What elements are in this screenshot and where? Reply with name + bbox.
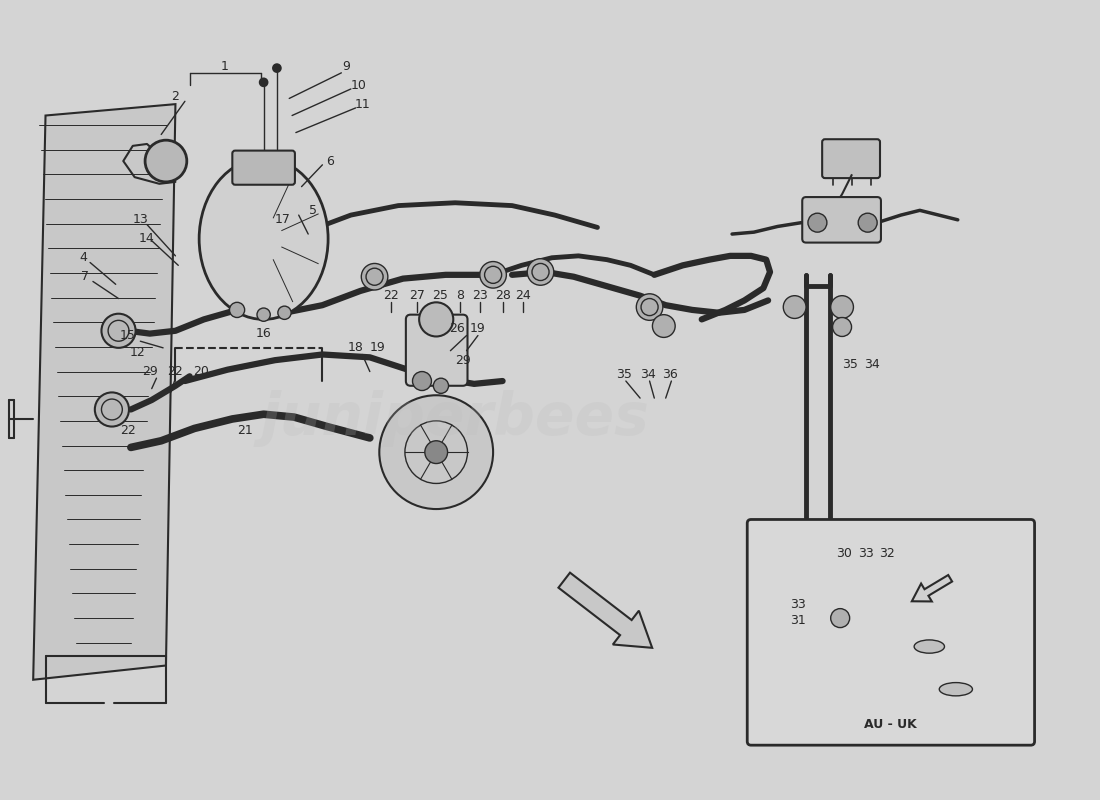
- FancyArrow shape: [559, 573, 652, 648]
- Circle shape: [636, 294, 663, 320]
- Circle shape: [361, 263, 388, 290]
- Text: 29: 29: [142, 365, 157, 378]
- Text: 36: 36: [662, 368, 679, 381]
- Text: 29: 29: [455, 354, 471, 366]
- Circle shape: [260, 78, 267, 86]
- Circle shape: [480, 262, 506, 288]
- FancyBboxPatch shape: [802, 197, 881, 242]
- Text: 28: 28: [495, 289, 510, 302]
- Text: 19: 19: [370, 342, 385, 354]
- Circle shape: [425, 441, 448, 463]
- Text: 8: 8: [455, 289, 464, 302]
- Text: 22: 22: [383, 289, 398, 302]
- FancyBboxPatch shape: [822, 139, 880, 178]
- Circle shape: [257, 308, 271, 322]
- Text: 21: 21: [236, 424, 253, 437]
- Text: 11: 11: [354, 98, 370, 110]
- Text: 16: 16: [255, 327, 272, 340]
- Text: 1: 1: [221, 60, 229, 73]
- Text: 2: 2: [172, 90, 179, 103]
- Circle shape: [433, 378, 449, 394]
- Text: 35: 35: [842, 358, 858, 371]
- Text: 32: 32: [879, 547, 894, 560]
- Text: 9: 9: [342, 60, 350, 73]
- Ellipse shape: [939, 682, 972, 696]
- Text: 33: 33: [791, 598, 806, 611]
- Ellipse shape: [914, 640, 945, 653]
- Text: 18: 18: [348, 342, 363, 354]
- Polygon shape: [33, 104, 175, 680]
- Text: 5: 5: [309, 204, 317, 217]
- Text: 20: 20: [194, 365, 209, 378]
- Circle shape: [278, 306, 292, 319]
- Text: 22: 22: [167, 365, 184, 378]
- Circle shape: [807, 213, 827, 232]
- Text: 15: 15: [120, 329, 136, 342]
- Text: 6: 6: [326, 154, 334, 167]
- Circle shape: [145, 140, 187, 182]
- Circle shape: [101, 314, 135, 348]
- Text: 26: 26: [449, 322, 465, 335]
- Text: 7: 7: [81, 270, 89, 283]
- Text: 34: 34: [640, 368, 656, 381]
- Circle shape: [830, 609, 849, 627]
- Text: 25: 25: [432, 289, 448, 302]
- FancyBboxPatch shape: [747, 519, 1035, 745]
- Text: 14: 14: [139, 232, 155, 246]
- Text: 31: 31: [791, 614, 806, 627]
- Circle shape: [833, 318, 851, 337]
- Text: juniperbees: juniperbees: [261, 390, 650, 447]
- Text: 12: 12: [130, 346, 145, 359]
- Circle shape: [527, 258, 553, 286]
- Text: 34: 34: [865, 358, 880, 371]
- Circle shape: [858, 213, 877, 232]
- Text: 17: 17: [275, 214, 290, 226]
- Text: 4: 4: [79, 251, 87, 264]
- Ellipse shape: [199, 158, 328, 319]
- Circle shape: [652, 314, 675, 338]
- Text: 19: 19: [470, 322, 486, 335]
- FancyBboxPatch shape: [406, 314, 468, 386]
- Text: 24: 24: [516, 289, 531, 302]
- Circle shape: [95, 393, 129, 426]
- Text: 33: 33: [858, 547, 873, 560]
- Text: AU - UK: AU - UK: [865, 718, 916, 731]
- Circle shape: [379, 395, 493, 509]
- Text: 23: 23: [472, 289, 487, 302]
- FancyArrow shape: [912, 575, 953, 602]
- Text: 35: 35: [616, 368, 631, 381]
- Circle shape: [230, 302, 244, 318]
- Text: 27: 27: [409, 289, 426, 302]
- Circle shape: [783, 296, 806, 318]
- Text: 10: 10: [351, 78, 366, 92]
- FancyBboxPatch shape: [232, 150, 295, 185]
- Circle shape: [419, 302, 453, 337]
- Circle shape: [273, 64, 280, 72]
- Text: 22: 22: [120, 424, 136, 437]
- Text: 30: 30: [836, 547, 851, 560]
- Text: 13: 13: [132, 214, 148, 226]
- Circle shape: [830, 296, 854, 318]
- Circle shape: [412, 371, 431, 390]
